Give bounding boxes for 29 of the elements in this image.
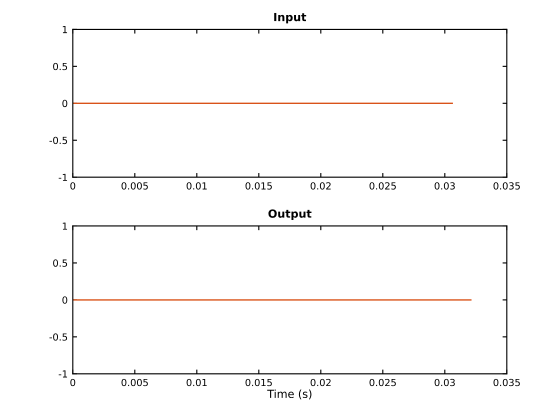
y-tick-label: -1 xyxy=(58,370,68,378)
x-tick-label: 0.015 xyxy=(246,378,272,386)
x-tick-label: 0.015 xyxy=(246,182,272,190)
y-tick-label: 0 xyxy=(62,296,68,304)
y-tick-label: -0.5 xyxy=(49,333,68,341)
x-tick-label: 0.01 xyxy=(186,182,207,190)
y-tick-label: 0.5 xyxy=(53,259,68,267)
y-tick-label: 1 xyxy=(62,222,68,230)
x-tick-label: 0.005 xyxy=(122,182,148,190)
x-tick-label: 0.03 xyxy=(434,378,455,386)
chart-title: Output xyxy=(268,209,312,220)
y-tick-label: 0 xyxy=(62,100,68,108)
y-tick-label: -1 xyxy=(58,174,68,181)
y-tick-label: 1 xyxy=(62,26,68,34)
x-tick-label: 0.02 xyxy=(310,378,331,386)
x-tick-label: 0.005 xyxy=(122,378,148,386)
x-tick-label: 0 xyxy=(70,378,76,386)
x-tick-label: 0 xyxy=(70,182,76,190)
x-axis-title: Time (s) xyxy=(267,389,312,400)
x-tick-label: 0.035 xyxy=(494,378,520,386)
chart-title: Input xyxy=(274,12,306,24)
y-tick-label: 0.5 xyxy=(53,62,68,70)
x-tick-label: 0.035 xyxy=(494,182,520,190)
x-tick-label: 0.02 xyxy=(310,182,331,190)
x-tick-label: 0.03 xyxy=(434,182,455,190)
x-tick-label: 0.025 xyxy=(370,378,396,386)
x-tick-label: 0.025 xyxy=(370,182,396,190)
y-tick-label: -0.5 xyxy=(49,136,68,144)
x-tick-label: 0.01 xyxy=(186,378,207,386)
